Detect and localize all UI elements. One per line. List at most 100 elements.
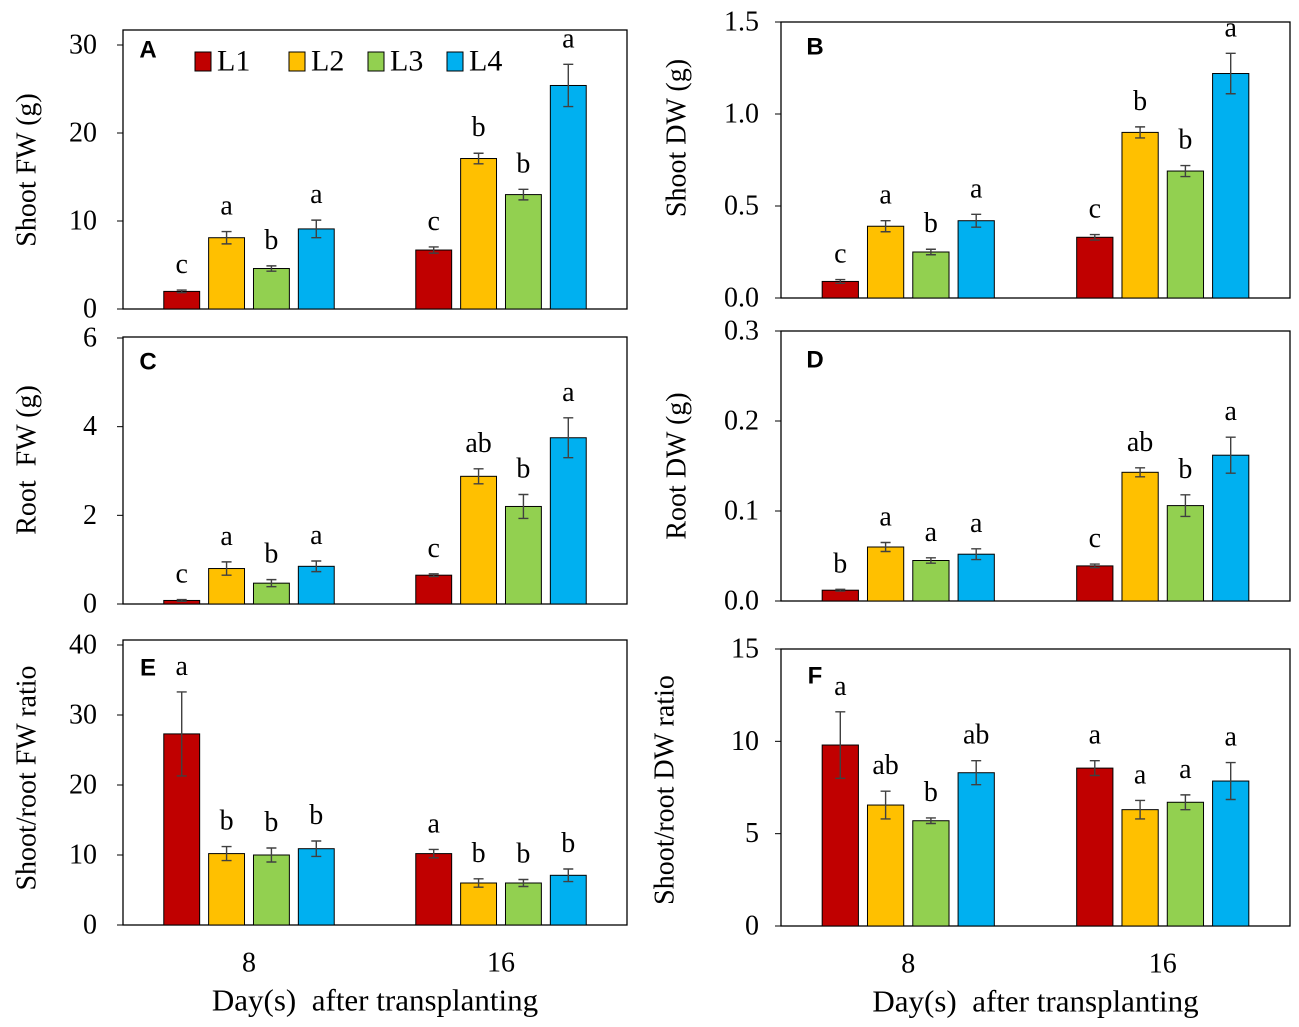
bar-l4-day-8 — [957, 772, 995, 927]
bar-l2-day-16 — [460, 882, 498, 926]
error-bar — [176, 598, 187, 603]
bar-group-day-16: c bb a — [415, 23, 587, 310]
error-bar — [221, 845, 232, 862]
significance-letter: ab — [465, 428, 491, 459]
error-bar — [1225, 761, 1236, 801]
legend-label-l4: L4 — [469, 45, 502, 78]
legend-label-l1: L1 — [217, 45, 250, 78]
error-bar — [473, 468, 484, 485]
significance-letter: b — [1178, 125, 1192, 156]
plot-area — [122, 639, 628, 926]
significance-letter: c — [175, 249, 187, 280]
significance-letter: a — [175, 651, 188, 682]
x-tick-label: 8 — [901, 949, 915, 980]
bar-l1-day-16 — [1076, 236, 1114, 299]
error-bar — [1089, 760, 1100, 777]
y-tick-label: 5 — [745, 818, 759, 849]
significance-letter: a — [879, 180, 892, 211]
significance-letter: a — [562, 23, 575, 54]
bar-l3-day-8 — [912, 560, 950, 602]
bar-l4-day-8 — [297, 565, 335, 605]
significance-letter: b — [924, 208, 938, 239]
bar-group-day-16: c bb a — [1076, 12, 1250, 299]
y-tick-label: 1.5 — [724, 7, 759, 38]
y-axis-title: Root DW (g) — [662, 392, 693, 539]
error-bar — [1089, 233, 1100, 241]
significance-letter: b — [1178, 454, 1192, 485]
plot-area — [122, 29, 628, 310]
bar-l4-day-8 — [297, 848, 335, 926]
significance-letter: c — [427, 206, 439, 237]
y-tick-label: 20 — [69, 770, 97, 801]
bar-group-day-16: ab b b — [415, 808, 587, 926]
y-axis-title: Shoot DW (g) — [662, 59, 693, 217]
error-bar — [971, 213, 982, 228]
error-bar — [1180, 794, 1191, 811]
panel-label: D — [806, 347, 823, 374]
significance-letter: b — [472, 838, 486, 869]
error-bar — [971, 760, 982, 786]
significance-letter: a — [1089, 720, 1102, 751]
error-bar — [311, 560, 322, 573]
y-tick-label: 10 — [69, 840, 97, 871]
y-axis-title: Shoot/root FW ratio — [12, 665, 43, 890]
y-axis-title: Shoot FW (g) — [12, 93, 43, 247]
error-bar — [176, 691, 187, 777]
significance-letter: b — [264, 225, 278, 256]
error-bar — [221, 230, 232, 245]
bar-group-day-16: a a a a — [1076, 720, 1250, 927]
significance-letter: a — [220, 521, 233, 552]
legend-swatch-l2 — [288, 51, 306, 72]
y-tick-label: 0.3 — [724, 316, 759, 347]
plot-area — [780, 330, 1291, 602]
legend: L1 L2 L3 L4 — [194, 45, 502, 78]
y-tick-label: 0.0 — [724, 586, 759, 617]
y-axis-title: Root FW (g) — [12, 385, 43, 535]
error-bar — [1180, 164, 1191, 178]
bar-l3-day-8 — [252, 268, 290, 310]
significance-letter: a — [970, 173, 983, 204]
bar-l3-day-8 — [912, 820, 950, 927]
significance-letter: a — [310, 179, 323, 210]
legend-swatch-l4 — [446, 51, 464, 72]
error-bar — [880, 541, 891, 553]
bar-l3-day-16 — [1166, 801, 1205, 927]
legend-label-l2: L2 — [311, 45, 344, 78]
bar-l4-day-16 — [549, 84, 587, 310]
bar-l4-day-8 — [957, 220, 995, 299]
significance-letter: b — [264, 807, 278, 838]
significance-letter: b — [924, 777, 938, 808]
bar-l4-day-8 — [297, 228, 335, 310]
bar-l3-day-16 — [504, 882, 542, 926]
x-axis-title: Day(s) after transplanting — [872, 984, 1198, 1019]
error-bar — [835, 588, 846, 592]
significance-letter: b — [309, 800, 323, 831]
y-tick-label: 15 — [731, 634, 759, 665]
y-tick-label: 30 — [69, 30, 97, 61]
y-tick-label: 0 — [83, 910, 97, 941]
significance-letter: c — [834, 239, 846, 270]
panel-label: E — [140, 655, 156, 682]
bar-group-day-8: c a b a — [821, 173, 995, 299]
significance-letter: a — [1224, 12, 1237, 43]
error-bar — [1180, 494, 1191, 518]
significance-letter: c — [1089, 194, 1101, 225]
error-bar — [563, 868, 574, 883]
bar-l3-day-16 — [1166, 170, 1205, 299]
significance-letter: c — [1089, 523, 1101, 554]
bar-l2-day-16 — [1121, 471, 1159, 602]
y-tick-label: 0 — [745, 911, 759, 942]
panel-label: B — [806, 34, 823, 61]
y-tick-label: 2 — [83, 500, 97, 531]
bar-l2-day-8 — [208, 237, 246, 310]
significance-letter: c — [427, 533, 439, 564]
bar-l3-day-16 — [1166, 505, 1205, 602]
significance-letter: a — [1224, 722, 1237, 753]
error-bar — [835, 278, 846, 284]
legend-label-l3: L3 — [390, 45, 423, 78]
bar-group-day-16: c abb a — [1076, 396, 1250, 602]
